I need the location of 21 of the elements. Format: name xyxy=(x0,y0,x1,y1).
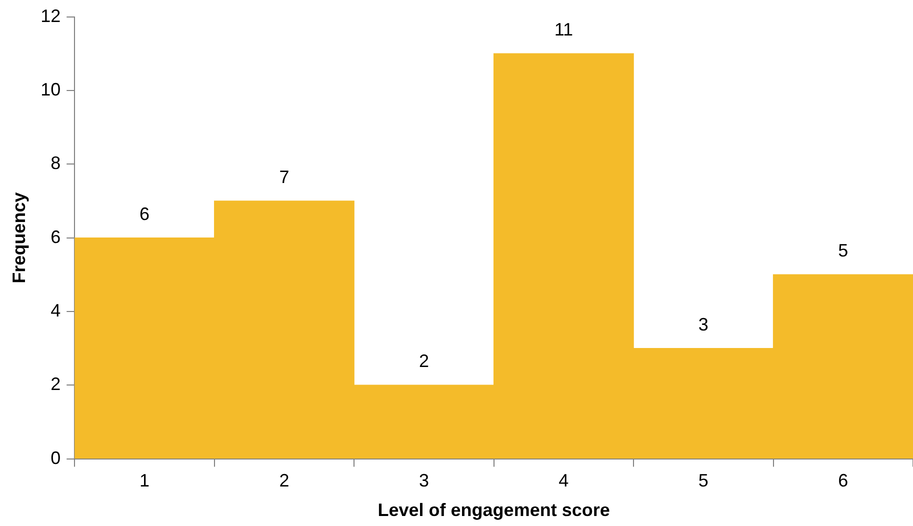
data-label: 2 xyxy=(418,351,429,372)
y-tick-label: 8 xyxy=(50,153,61,174)
data-label: 3 xyxy=(698,314,708,334)
data-label: 11 xyxy=(554,20,574,40)
data-label: 5 xyxy=(838,240,848,261)
x-tick-label: 6 xyxy=(838,470,848,491)
x-tick-label: 3 xyxy=(418,470,429,491)
y-tick-label: 12 xyxy=(40,6,61,26)
y-tick-label: 4 xyxy=(50,300,61,320)
y-tick-label: 0 xyxy=(50,448,61,468)
x-axis-title: Level of engagement score xyxy=(378,500,610,520)
x-tick-label: 2 xyxy=(279,470,290,491)
x-tick-label: 4 xyxy=(558,470,569,491)
data-label: 6 xyxy=(139,204,150,224)
y-axis-title: Frequency xyxy=(8,192,29,284)
y-tick-label: 10 xyxy=(40,79,61,100)
x-tick-label: 5 xyxy=(698,470,708,491)
y-tick-label: 2 xyxy=(50,374,61,394)
data-label: 7 xyxy=(279,166,290,187)
y-tick-label: 6 xyxy=(50,226,61,247)
x-tick-label: 1 xyxy=(139,470,150,491)
